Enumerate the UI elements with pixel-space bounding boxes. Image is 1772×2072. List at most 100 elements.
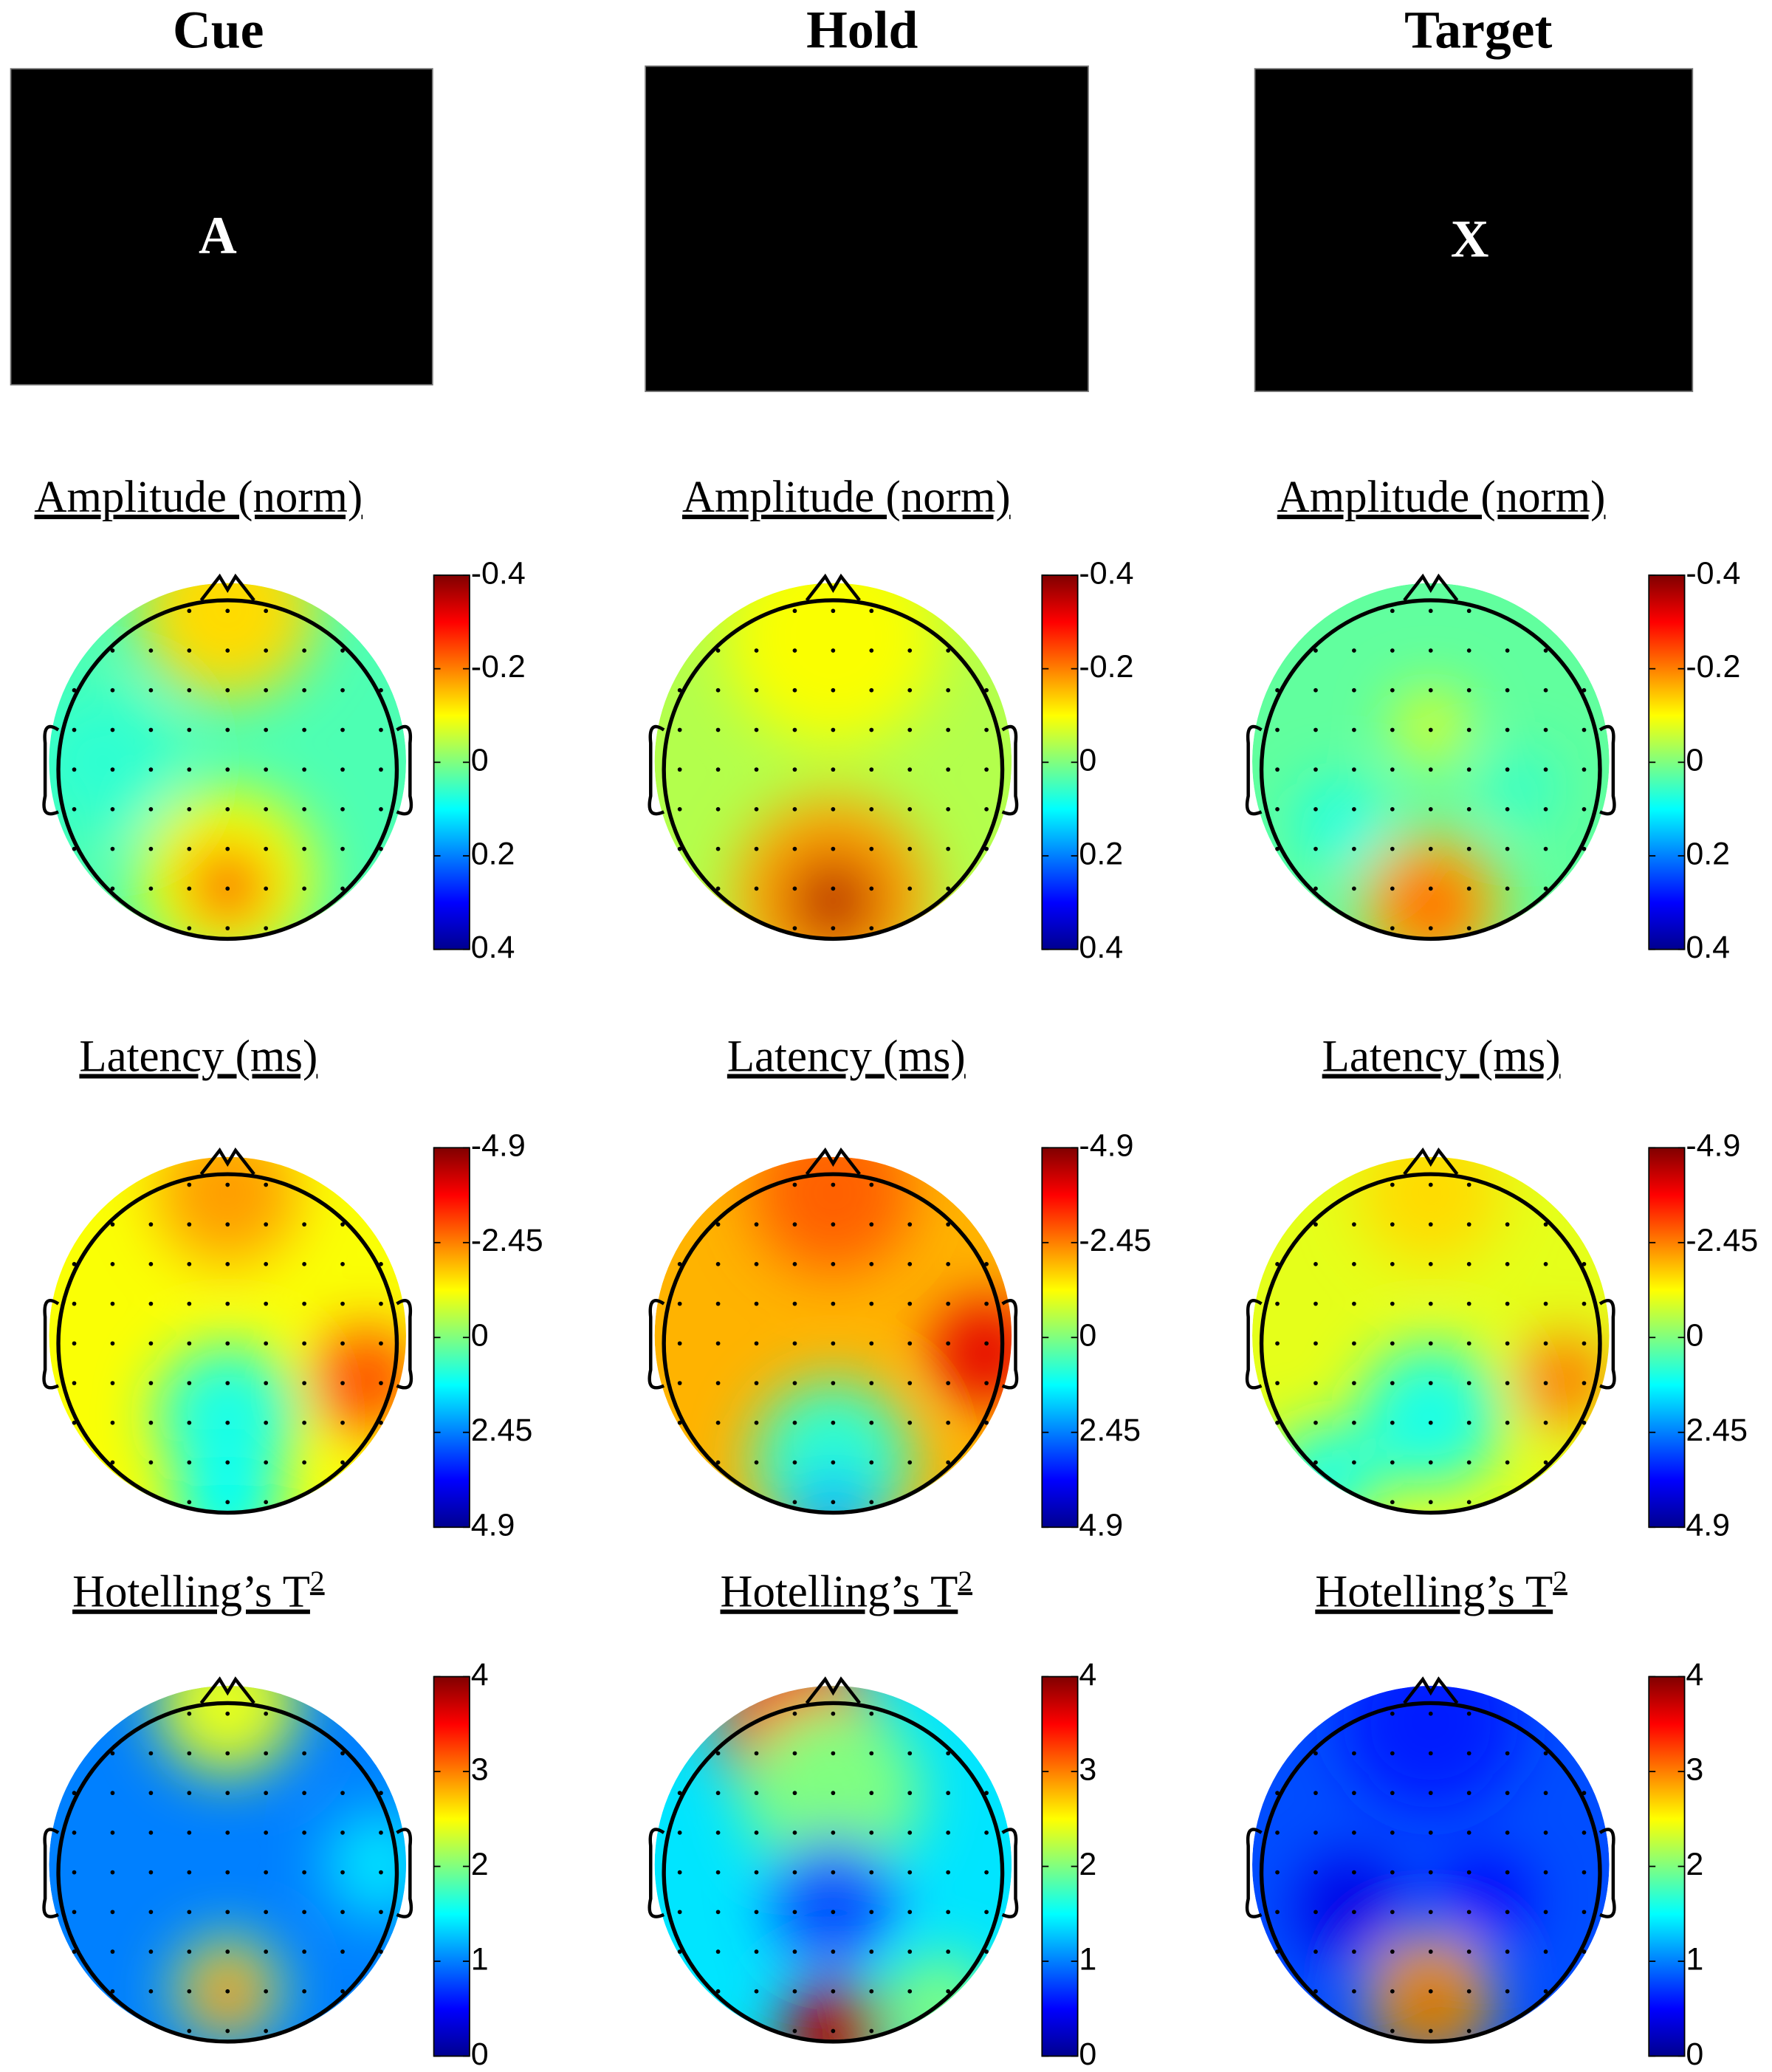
electrode bbox=[946, 1341, 951, 1346]
ear bbox=[1245, 1299, 1263, 1390]
electrode bbox=[264, 2028, 269, 2034]
field-blob bbox=[156, 1344, 299, 1488]
electrode bbox=[302, 1262, 306, 1266]
topomap-base bbox=[49, 1156, 406, 1514]
electrode bbox=[340, 1751, 345, 1756]
electrode bbox=[1313, 1870, 1318, 1875]
electrode bbox=[1428, 1910, 1433, 1915]
electrode bbox=[225, 1989, 230, 1994]
electrode bbox=[1390, 687, 1395, 693]
electrode bbox=[340, 1460, 345, 1465]
electrode bbox=[225, 1301, 230, 1306]
electrode bbox=[1505, 1791, 1510, 1796]
electrode bbox=[1428, 1989, 1433, 1994]
electrode bbox=[1466, 1222, 1471, 1227]
electrode bbox=[792, 1791, 797, 1796]
map-title-superscript: 2 bbox=[1553, 1565, 1567, 1597]
electrode bbox=[831, 1420, 836, 1425]
electrode bbox=[340, 1301, 345, 1306]
electrode bbox=[869, 1460, 874, 1465]
electrode bbox=[1582, 727, 1587, 733]
electrode bbox=[907, 1791, 913, 1796]
electrode bbox=[302, 1949, 306, 1954]
electrode bbox=[869, 1182, 874, 1187]
electrode bbox=[1275, 1341, 1280, 1346]
electrode bbox=[379, 1420, 383, 1425]
electrode bbox=[1505, 846, 1510, 851]
electrode bbox=[1352, 1420, 1356, 1425]
electrode bbox=[148, 1910, 154, 1915]
electrode bbox=[340, 767, 345, 772]
electrode bbox=[754, 846, 759, 851]
electrode bbox=[792, 1341, 797, 1346]
electrode bbox=[831, 1751, 836, 1756]
electrode bbox=[264, 1949, 269, 1954]
map-title-text: Latency (ms) bbox=[1322, 1032, 1561, 1081]
electrode bbox=[715, 767, 721, 772]
electrode bbox=[677, 807, 682, 812]
map-title: Hotelling’s T2 bbox=[1315, 1565, 1567, 1616]
electrode bbox=[1543, 687, 1548, 693]
electrode bbox=[984, 1870, 989, 1875]
electrode bbox=[148, 648, 154, 653]
nose bbox=[199, 1676, 255, 1704]
electrode bbox=[379, 846, 383, 851]
electrode bbox=[379, 1949, 383, 1954]
electrode bbox=[1352, 1791, 1356, 1796]
electrode bbox=[1505, 1910, 1510, 1915]
electrode bbox=[110, 1910, 115, 1915]
electrode bbox=[907, 727, 913, 733]
electrode bbox=[715, 886, 721, 891]
electrode bbox=[869, 1949, 874, 1954]
electrode bbox=[792, 608, 797, 614]
colorbar-tick-label: -0.2 bbox=[1686, 649, 1740, 685]
electrode bbox=[1543, 1949, 1548, 1954]
colorbar-tick-label: 2 bbox=[1079, 1847, 1096, 1882]
electrode bbox=[379, 727, 383, 733]
electrode bbox=[677, 1301, 682, 1306]
electrode bbox=[946, 687, 951, 693]
electrode bbox=[1428, 1751, 1433, 1756]
map-title-text: Amplitude (norm) bbox=[682, 473, 1011, 522]
colorbar-tick-label: 0 bbox=[471, 743, 489, 778]
electrode bbox=[148, 1420, 154, 1425]
electrode bbox=[1390, 2028, 1395, 2034]
electrode bbox=[984, 1341, 989, 1346]
electrode bbox=[754, 1341, 759, 1346]
electrode bbox=[677, 1870, 682, 1875]
electrode bbox=[379, 1870, 383, 1875]
map-title-superscript: 2 bbox=[310, 1565, 325, 1597]
electrode bbox=[946, 1831, 951, 1835]
electrode bbox=[869, 648, 874, 653]
electrode bbox=[869, 1831, 874, 1835]
ear bbox=[1598, 1299, 1616, 1390]
electrode bbox=[831, 1381, 836, 1385]
electrode bbox=[340, 648, 345, 653]
electrode bbox=[1390, 1262, 1395, 1266]
electrode bbox=[1428, 727, 1433, 733]
electrode bbox=[148, 1301, 154, 1306]
electrode bbox=[754, 1831, 759, 1835]
electrode bbox=[1582, 1791, 1587, 1796]
electrode bbox=[1428, 886, 1433, 891]
electrode bbox=[1466, 1831, 1471, 1835]
electrode bbox=[792, 1182, 797, 1187]
electrode bbox=[1466, 767, 1471, 772]
electrode bbox=[1543, 1301, 1548, 1306]
electrode bbox=[264, 767, 269, 772]
field-blob bbox=[726, 583, 941, 744]
topomap-base bbox=[49, 1686, 406, 2043]
electrode bbox=[148, 807, 154, 812]
column-heading: Target bbox=[1404, 1, 1552, 59]
electrode bbox=[792, 1989, 797, 1994]
electrode bbox=[264, 1831, 269, 1835]
electrode bbox=[1505, 1420, 1510, 1425]
electrode bbox=[1390, 1341, 1395, 1346]
electrode bbox=[225, 727, 230, 733]
electrode bbox=[148, 1989, 154, 1994]
electrode bbox=[907, 1949, 913, 1954]
electrode bbox=[1505, 648, 1510, 653]
electrode bbox=[187, 1182, 192, 1187]
colorbar-tick-label: 4 bbox=[1079, 1657, 1096, 1692]
electrode bbox=[1352, 1341, 1356, 1346]
